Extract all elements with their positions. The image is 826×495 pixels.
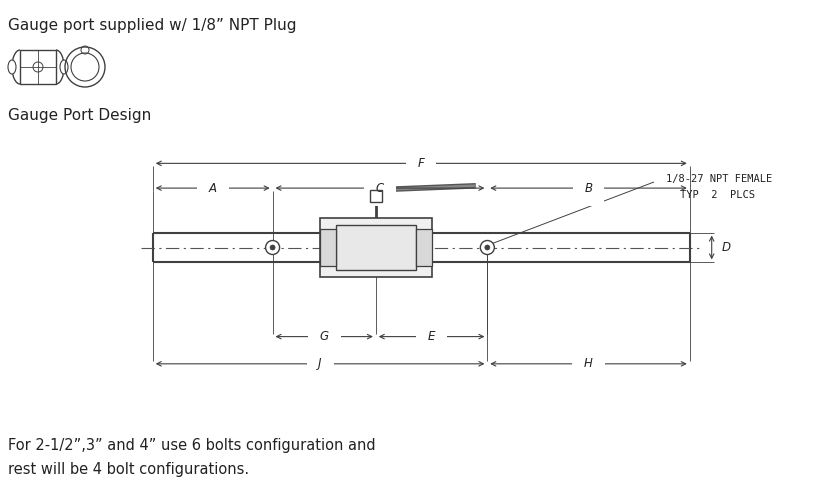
Bar — [20, 50, 56, 84]
Text: B: B — [585, 182, 592, 195]
Bar — [320, 218, 432, 277]
Circle shape — [266, 241, 279, 254]
Text: TYP  2  PLCS: TYP 2 PLCS — [680, 190, 755, 200]
Text: For 2-1/2”,3” and 4” use 6 bolts configuration and: For 2-1/2”,3” and 4” use 6 bolts configu… — [8, 438, 376, 453]
Bar — [416, 229, 432, 266]
Circle shape — [485, 245, 490, 250]
Ellipse shape — [8, 60, 16, 74]
Text: C: C — [376, 182, 384, 195]
Text: rest will be 4 bolt configurations.: rest will be 4 bolt configurations. — [8, 462, 249, 477]
Text: F: F — [418, 157, 425, 170]
Ellipse shape — [60, 60, 68, 74]
Bar — [370, 190, 382, 202]
Bar — [335, 225, 416, 270]
Circle shape — [270, 245, 275, 250]
Text: G: G — [320, 330, 329, 343]
Text: E: E — [428, 330, 435, 343]
Circle shape — [481, 241, 494, 254]
Text: J: J — [318, 357, 322, 370]
Bar — [320, 229, 335, 266]
Text: 1/8-27 NPT FEMALE: 1/8-27 NPT FEMALE — [666, 174, 772, 184]
Text: D: D — [722, 241, 731, 254]
Text: H: H — [584, 357, 593, 370]
Text: A: A — [209, 182, 216, 195]
Text: Gauge port supplied w/ 1/8” NPT Plug: Gauge port supplied w/ 1/8” NPT Plug — [8, 18, 297, 33]
Text: Gauge Port Design: Gauge Port Design — [8, 108, 151, 123]
